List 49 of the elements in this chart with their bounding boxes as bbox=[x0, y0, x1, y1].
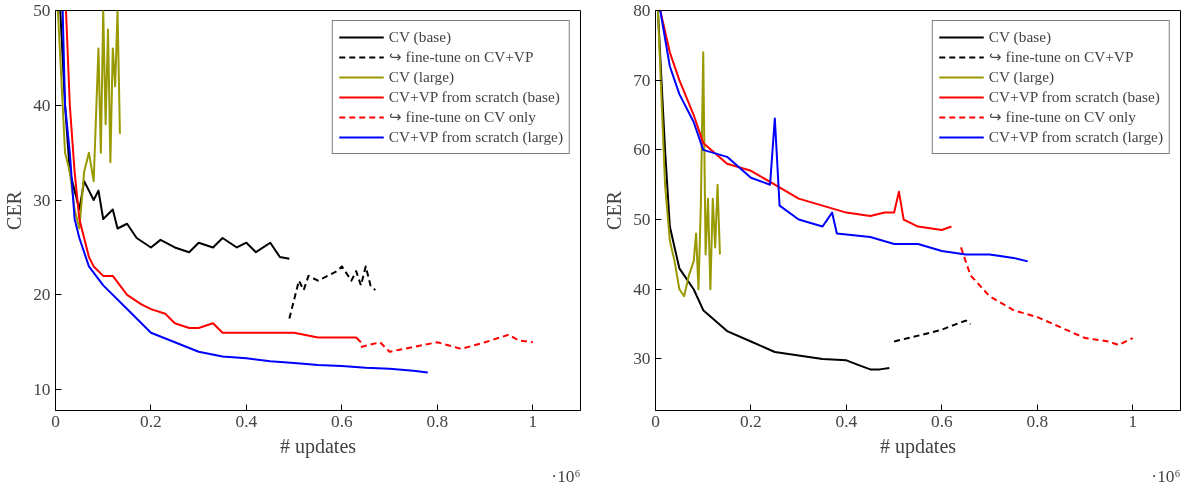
legend-label: CV (large) bbox=[988, 68, 1055, 86]
legend-label: CV (large) bbox=[388, 68, 455, 86]
x-tick-label: 1 bbox=[528, 411, 538, 431]
legend-label: CV+VP from scratch (large) bbox=[988, 128, 1163, 146]
y-tick-label: 30 bbox=[33, 190, 51, 210]
x-tick-label: 0.6 bbox=[331, 411, 354, 431]
y-tick-label: 70 bbox=[633, 70, 651, 90]
line-series bbox=[288, 265, 377, 320]
x-tick-label: 0.2 bbox=[140, 411, 162, 431]
y-tick-label: 30 bbox=[633, 349, 651, 369]
y-tick-label: 20 bbox=[33, 285, 51, 305]
y-tick-label: 40 bbox=[633, 279, 651, 299]
x-tick-label: 0 bbox=[651, 411, 660, 431]
legend-label: CV (base) bbox=[988, 28, 1052, 46]
line-series bbox=[65, 10, 362, 344]
legend-label: CV+VP from scratch (large) bbox=[388, 128, 563, 146]
y-tick-label: 80 bbox=[633, 1, 651, 20]
y-tick-label: 60 bbox=[633, 140, 651, 160]
x-tick-label: 0.8 bbox=[426, 411, 449, 431]
y-axis-title: CER bbox=[603, 190, 626, 230]
x-tick-label: 0.8 bbox=[1026, 411, 1049, 431]
y-tick-label: 50 bbox=[633, 210, 651, 230]
line-series bbox=[659, 10, 953, 232]
x-axis-title: # updates bbox=[879, 434, 957, 458]
text: ·10⁶ bbox=[551, 466, 581, 486]
line-series bbox=[656, 10, 721, 298]
x-axis-title: # updates bbox=[279, 434, 357, 458]
legend-label: ↪ fine-tune on CV only bbox=[988, 108, 1137, 126]
legend-label: ↪ fine-tune on CV+VP bbox=[988, 48, 1134, 66]
legend-label: CV+VP from scratch (base) bbox=[988, 88, 1160, 106]
legend-label: ↪ fine-tune on CV+VP bbox=[388, 48, 534, 66]
x-tick-label: 0.4 bbox=[235, 411, 258, 431]
x-tick-label: 0.2 bbox=[740, 411, 762, 431]
x-tick-label: 0 bbox=[51, 411, 60, 431]
x-tick-label: 1 bbox=[1128, 411, 1138, 431]
y-tick-label: 40 bbox=[33, 95, 51, 115]
y-axis-title: CER bbox=[3, 190, 26, 230]
line-series bbox=[56, 10, 121, 230]
line-series bbox=[359, 333, 534, 353]
line-series bbox=[893, 319, 972, 343]
y-tick-label: 10 bbox=[33, 380, 51, 400]
legend-label: ↪ fine-tune on CV only bbox=[388, 108, 537, 126]
line-series bbox=[959, 246, 1134, 346]
x-tick-label: 0.4 bbox=[835, 411, 858, 431]
text: ·10⁶ bbox=[1151, 466, 1181, 486]
legend-label: CV+VP from scratch (base) bbox=[388, 88, 560, 106]
x-tick-label: 0.6 bbox=[931, 411, 954, 431]
legend-label: CV (base) bbox=[388, 28, 452, 46]
y-tick-label: 50 bbox=[33, 1, 51, 20]
